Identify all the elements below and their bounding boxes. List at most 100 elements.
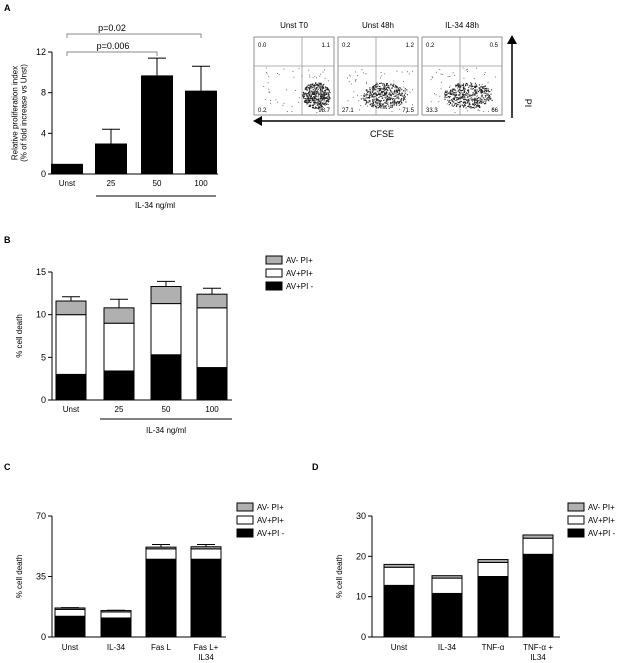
flow-event	[404, 96, 406, 98]
flow-event	[315, 84, 317, 86]
flow-event	[395, 93, 397, 95]
flow-event	[383, 88, 385, 90]
flow-event	[373, 99, 375, 101]
flow-event	[487, 89, 489, 91]
flow-event	[383, 89, 385, 91]
quadrant-value: 1.1	[322, 43, 331, 49]
flow-event	[473, 78, 475, 79]
flow-event	[317, 87, 319, 89]
flow-event	[396, 89, 398, 91]
flow-event	[464, 98, 466, 100]
flow-event	[389, 92, 391, 94]
flow-event	[474, 103, 476, 105]
flow-event	[306, 101, 308, 103]
flow-event	[463, 102, 465, 104]
flow-event	[446, 92, 448, 94]
flow-event	[464, 94, 466, 96]
flow-event	[317, 84, 319, 86]
flow-event	[379, 94, 381, 96]
flow-event	[480, 91, 482, 93]
flow-event	[457, 85, 459, 87]
flow-event	[323, 103, 325, 105]
flow-event	[450, 93, 452, 95]
flow-event	[469, 104, 471, 106]
flow-event	[461, 90, 463, 92]
flow-event	[464, 105, 466, 107]
segment-av-neg-pi-pos	[383, 563, 415, 568]
flow-event	[308, 104, 310, 106]
flow-event	[308, 95, 310, 97]
flow-event	[313, 93, 315, 95]
flow-event	[463, 89, 465, 91]
flow-event	[403, 90, 405, 92]
flow-event	[394, 102, 396, 104]
flow-event	[306, 95, 308, 97]
flow-event	[364, 104, 366, 105]
flow-event	[374, 93, 376, 95]
flow-event	[363, 99, 365, 101]
flow-event	[480, 90, 482, 92]
flow-event	[283, 102, 285, 104]
flow-event	[463, 90, 465, 92]
flow-event	[378, 97, 380, 99]
flow-event	[379, 92, 381, 94]
flow-event	[471, 107, 473, 109]
x-group-label: IL-34 ng/ml	[135, 201, 175, 210]
flow-event	[305, 87, 307, 89]
flow-event	[321, 94, 323, 96]
flow-event	[454, 95, 456, 97]
flow-event	[320, 89, 322, 91]
flow-event	[373, 102, 375, 104]
segment-av-pi-neg	[103, 370, 135, 401]
flow-event	[311, 100, 313, 102]
flow-event	[462, 84, 464, 86]
flow-event	[377, 99, 379, 101]
flow-event	[448, 96, 450, 98]
flow-event	[472, 88, 474, 90]
flow-event	[382, 83, 384, 85]
flow-event	[307, 102, 309, 104]
flow-event	[320, 95, 322, 97]
flow-event	[384, 88, 386, 90]
flow-event	[396, 70, 398, 72]
flow-event	[486, 91, 488, 93]
flow-event	[369, 94, 371, 96]
flow-event	[309, 96, 311, 98]
flow-event	[372, 86, 374, 88]
flow-event	[382, 88, 384, 90]
flow-event	[381, 91, 383, 93]
flow-event	[312, 97, 314, 99]
flow-event	[448, 101, 450, 103]
flow-event	[466, 100, 468, 102]
flow-event	[308, 93, 310, 95]
flow-event	[465, 98, 467, 100]
flow-event	[489, 96, 491, 98]
flow-event	[317, 98, 319, 100]
flow-event	[380, 103, 382, 105]
flow-event	[391, 111, 393, 112]
flow-event	[456, 104, 458, 106]
segment-av-pi-pos	[150, 303, 182, 356]
flow-event	[487, 81, 489, 83]
flow-event	[464, 88, 466, 90]
flow-event	[404, 88, 406, 90]
flow-event	[441, 74, 443, 76]
flow-event	[476, 89, 478, 91]
flow-event	[376, 94, 378, 96]
flow-event	[372, 99, 374, 101]
flow-event	[470, 107, 472, 109]
flow-event	[484, 92, 486, 94]
flow-event	[312, 87, 314, 89]
flow-event	[463, 88, 465, 90]
flow-event	[458, 82, 460, 84]
flow-event	[316, 91, 318, 93]
flow-event	[313, 96, 315, 98]
flow-event	[459, 97, 461, 99]
flow-event	[327, 87, 329, 89]
flow-event	[268, 91, 270, 93]
flow-event	[309, 95, 311, 97]
flow-event	[484, 95, 486, 97]
flow-event	[348, 81, 350, 82]
flow-event	[305, 101, 307, 103]
flow-event	[384, 102, 386, 103]
